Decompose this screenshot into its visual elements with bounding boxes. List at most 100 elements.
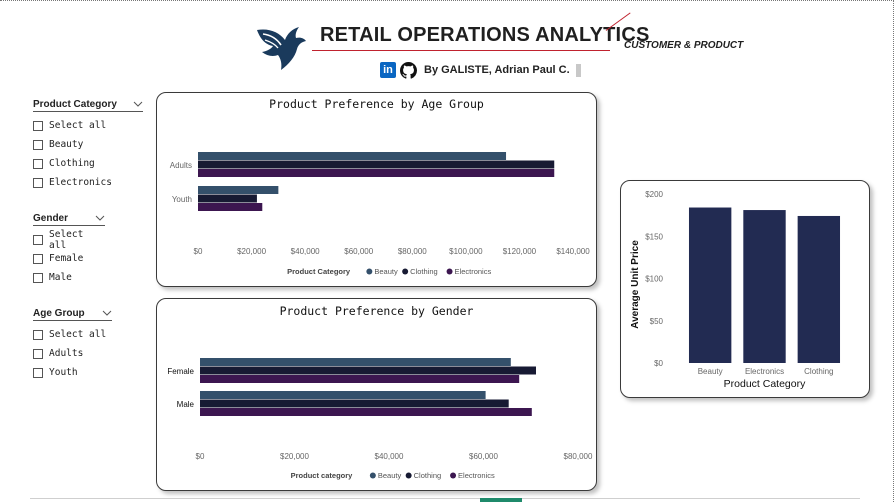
checkbox[interactable] xyxy=(33,253,43,264)
active-page-tab[interactable] xyxy=(480,498,522,502)
x-tick-label: $80,000 xyxy=(564,452,593,461)
bar-electronics-female xyxy=(200,375,520,383)
slicer-option-youth[interactable]: Youth xyxy=(33,363,112,382)
slicer-product-category: Product Category Select all Beauty Cloth… xyxy=(33,99,143,192)
y-tick-label: $100 xyxy=(645,275,663,284)
x-axis-title: Product Category xyxy=(724,378,806,390)
avg-price-column-chart[interactable]: $0 $50 $100 $150 $200 Beauty Electronics Clothi… xyxy=(621,181,871,399)
column-electronics xyxy=(743,210,786,363)
option-label: Beauty xyxy=(49,139,84,150)
bar-electronics-youth xyxy=(198,203,263,211)
slicer-title: Product Category xyxy=(33,99,117,110)
option-label: Electronics xyxy=(49,177,112,188)
checkbox[interactable] xyxy=(33,272,43,283)
bar-electronics-male xyxy=(200,408,532,416)
byline: in By GALISTE, Adrian Paul C. xyxy=(380,61,581,79)
checkbox[interactable] xyxy=(33,329,43,340)
option-label: Select all xyxy=(49,228,84,251)
legend-label-electronics: Electronics xyxy=(455,267,492,276)
column-beauty xyxy=(688,207,732,363)
legend-marker-clothing xyxy=(405,472,412,479)
y-tick-label: $150 xyxy=(645,232,663,241)
x-tick-label: $40,000 xyxy=(375,452,404,461)
slicer-age-group: Age Group Select all Adults Youth xyxy=(33,308,112,382)
slicer-header[interactable]: Age Group xyxy=(33,308,112,321)
checkbox[interactable] xyxy=(33,120,43,131)
slicer-option-select-all[interactable]: Select all xyxy=(33,228,105,251)
x-tick-label: $140,000 xyxy=(556,247,590,256)
y-axis-title: Average Unit Price xyxy=(630,240,641,329)
linkedin-icon[interactable]: in xyxy=(380,62,396,78)
x-tick-label: $20,000 xyxy=(280,452,309,461)
bar-beauty-youth xyxy=(198,186,279,194)
checkbox[interactable] xyxy=(33,348,43,359)
slicer-option-male[interactable]: Male xyxy=(33,268,105,287)
x-tick-label: Clothing xyxy=(804,367,833,376)
x-tick-label: $80,000 xyxy=(398,247,427,256)
x-tick-label: $100,000 xyxy=(449,247,483,256)
column-clothing xyxy=(797,215,841,363)
legend-label-clothing: Clothing xyxy=(410,267,438,276)
slicer-option-beauty[interactable]: Beauty xyxy=(33,135,143,154)
legend-label-clothing: Clothing xyxy=(414,471,442,480)
slicer-option-female[interactable]: Female xyxy=(33,249,105,268)
slicer-option-clothing[interactable]: Clothing xyxy=(33,154,143,173)
slicer-option-select-all[interactable]: Select all xyxy=(33,116,143,135)
chevron-down-icon[interactable] xyxy=(133,101,143,108)
gender-bar-chart[interactable]: Female Male $0 $20,000 $40,000 $60,000 $80,000… xyxy=(157,299,598,492)
bar-beauty-female xyxy=(200,358,511,366)
slicer-title: Gender xyxy=(33,213,69,224)
legend-label-beauty: Beauty xyxy=(378,471,402,480)
bar-clothing-adults xyxy=(198,160,555,169)
bar-beauty-male xyxy=(200,391,486,399)
y-tick-label: $50 xyxy=(650,317,664,326)
legend-title: Product category xyxy=(291,471,354,480)
category-label: Male xyxy=(177,400,195,409)
slicer-gender: Gender Select all Female Male xyxy=(33,213,105,287)
bar-electronics-adults xyxy=(198,169,555,177)
report-title: RETAIL OPERATIONS ANALYTICS xyxy=(320,24,650,46)
eagle-logo-icon xyxy=(257,27,306,70)
age-group-bar-chart[interactable]: Adults Youth $0 $20,000 $40,000 $60,000 $80,00… xyxy=(157,93,598,288)
page-tab-strip xyxy=(30,498,860,502)
option-label: Female xyxy=(49,253,84,264)
slicer-option-adults[interactable]: Adults xyxy=(33,344,112,363)
x-tick-label: $60,000 xyxy=(469,452,498,461)
slicer-option-electronics[interactable]: Electronics xyxy=(33,173,143,192)
bar-beauty-adults xyxy=(198,152,507,160)
slicer-option-select-all[interactable]: Select all xyxy=(33,325,112,344)
x-tick-label: $120,000 xyxy=(503,247,537,256)
x-tick-label: Electronics xyxy=(745,367,784,376)
chevron-down-icon[interactable] xyxy=(95,215,105,222)
slicer-header[interactable]: Gender xyxy=(33,213,105,226)
x-tick-label: $40,000 xyxy=(291,247,320,256)
x-tick-label: Beauty xyxy=(698,367,723,376)
author-name: By GALISTE, Adrian Paul C. xyxy=(424,64,570,76)
chart-title: Product Preference by Age Group xyxy=(269,97,484,111)
x-tick-label: $0 xyxy=(196,452,205,461)
chevron-down-icon[interactable] xyxy=(102,310,112,317)
bar-clothing-youth xyxy=(198,194,257,203)
gender-chart-card[interactable]: Product Preference by Gender Female Male $… xyxy=(156,298,597,491)
checkbox[interactable] xyxy=(33,158,43,169)
category-label: Youth xyxy=(172,195,192,204)
checkbox[interactable] xyxy=(33,177,43,188)
slicer-header[interactable]: Product Category xyxy=(33,99,143,112)
title-underline xyxy=(312,50,610,51)
age-group-chart-card[interactable]: Product Preference by Age Group Adults Yo… xyxy=(156,92,597,287)
bar-clothing-male xyxy=(200,399,509,408)
avg-price-chart-card[interactable]: $0 $50 $100 $150 $200 Beauty Electronics Clothi… xyxy=(620,180,870,398)
bar-clothing-female xyxy=(200,366,536,375)
legend-marker-beauty xyxy=(369,472,376,479)
option-label: Male xyxy=(49,272,72,283)
slicer-title: Age Group xyxy=(33,308,85,319)
checkbox[interactable] xyxy=(33,367,43,378)
checkbox[interactable] xyxy=(33,139,43,150)
category-label: Female xyxy=(167,367,194,376)
x-tick-label: $0 xyxy=(194,247,203,256)
checkbox[interactable] xyxy=(33,234,43,245)
legend-marker-clothing xyxy=(402,268,409,275)
legend-marker-electronics xyxy=(446,268,453,275)
github-icon[interactable] xyxy=(400,61,417,79)
option-label: Youth xyxy=(49,367,78,378)
